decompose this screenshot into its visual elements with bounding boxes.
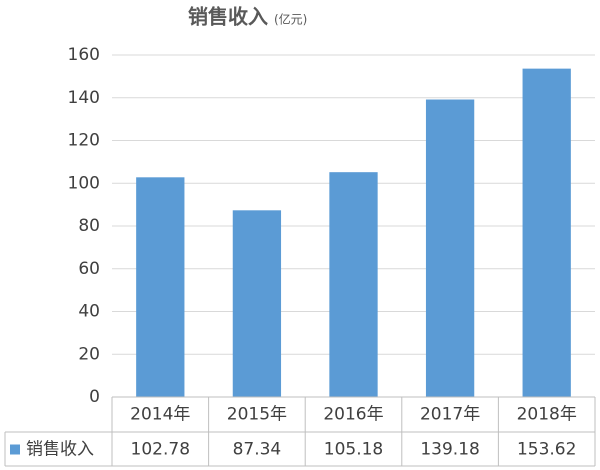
y-tick-label: 40 <box>78 302 100 322</box>
bar <box>425 99 475 397</box>
x-tick-label: 2014年 <box>130 405 190 425</box>
x-tick-label: 2015年 <box>227 405 287 425</box>
table-value: 105.18 <box>324 440 383 460</box>
y-tick-label: 0 <box>89 387 100 407</box>
bar <box>232 210 282 397</box>
table-value: 87.34 <box>233 440 282 460</box>
chart-unit: (亿元) <box>274 12 307 27</box>
y-tick-label: 60 <box>78 259 100 279</box>
x-tick-label: 2017年 <box>420 405 480 425</box>
legend-label: 销售收入 <box>26 440 94 460</box>
x-tick-label: 2016年 <box>323 405 383 425</box>
table-value: 102.78 <box>131 440 190 460</box>
y-tick-label: 100 <box>68 173 100 193</box>
y-tick-label: 140 <box>68 88 100 108</box>
y-tick-label: 160 <box>68 45 100 65</box>
table-value: 139.18 <box>420 440 479 460</box>
y-tick-label: 120 <box>68 131 100 151</box>
y-tick-label: 80 <box>78 216 100 236</box>
x-tick-label: 2018年 <box>517 405 577 425</box>
y-tick-label: 20 <box>78 344 100 364</box>
bar <box>136 177 185 397</box>
table-value: 153.62 <box>517 440 576 460</box>
bar <box>522 68 571 397</box>
chart-title: 销售收入 <box>188 5 268 29</box>
bar <box>329 172 378 397</box>
legend-swatch <box>10 444 20 455</box>
